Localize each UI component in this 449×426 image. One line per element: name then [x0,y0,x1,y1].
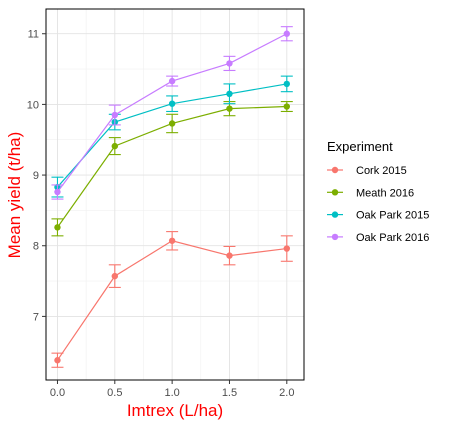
y-tick-label: 11 [28,29,39,41]
legend-label: Cork 2015 [356,165,407,177]
legend-marker [331,189,339,196]
legend: Cork 2015 Meath 2016 Oak Park 2015 Oak Park… [327,165,429,244]
data-point [111,272,119,280]
data-point [283,80,290,88]
data-point [54,188,61,196]
legend-label: Oak Park 2015 [356,210,429,222]
data-point [283,30,290,37]
axis-ticks: 0.0 0.5 1.0 1.5 2.0 7 8 9 10 11 [27,29,295,399]
x-tick-label: 2.0 [279,387,294,399]
legend-title: Experiment [327,139,393,154]
data-point [226,60,233,67]
data-point [111,142,119,150]
y-tick-label: 7 [33,311,39,323]
data-point [168,100,176,107]
legend-item-meath-2016: Meath 2016 [327,187,414,199]
plot-panel [46,9,304,380]
data-point [54,224,61,231]
y-tick-label: 9 [33,170,39,182]
data-point [168,120,176,127]
data-point [226,90,233,98]
y-tick-label: 8 [33,241,39,253]
y-tick-label: 10 [27,99,39,111]
legend-marker [331,233,339,241]
x-axis-title: Imtrex (L/ha) [127,401,223,420]
series-layer [51,26,293,368]
legend-item-cork-2015: Cork 2015 [327,165,407,177]
data-point [168,77,176,85]
data-point [283,103,290,110]
data-point [168,237,176,244]
x-tick-label: 0.5 [107,387,122,399]
legend-label: Meath 2016 [356,187,414,199]
legend-label: Oak Park 2016 [356,232,429,244]
y-axis-title: Mean yield (t/ha) [5,132,24,259]
x-tick-label: 0.0 [50,387,65,399]
data-point [54,357,61,364]
x-tick-label: 1.5 [222,387,237,399]
legend-marker [331,211,339,218]
series-meath-2016 [51,101,293,237]
data-point [226,105,233,112]
data-point [283,245,290,252]
x-tick-label: 1.0 [164,387,179,399]
data-point [226,252,233,259]
legend-item-oak-park-2015: Oak Park 2015 [327,210,429,222]
series-cork-2015 [51,231,293,368]
data-point [111,111,119,119]
legend-item-oak-park-2016: Oak Park 2016 [327,232,429,244]
plot-border [45,8,305,381]
legend-marker [331,166,339,174]
series-oak-park-2016 [51,26,293,200]
